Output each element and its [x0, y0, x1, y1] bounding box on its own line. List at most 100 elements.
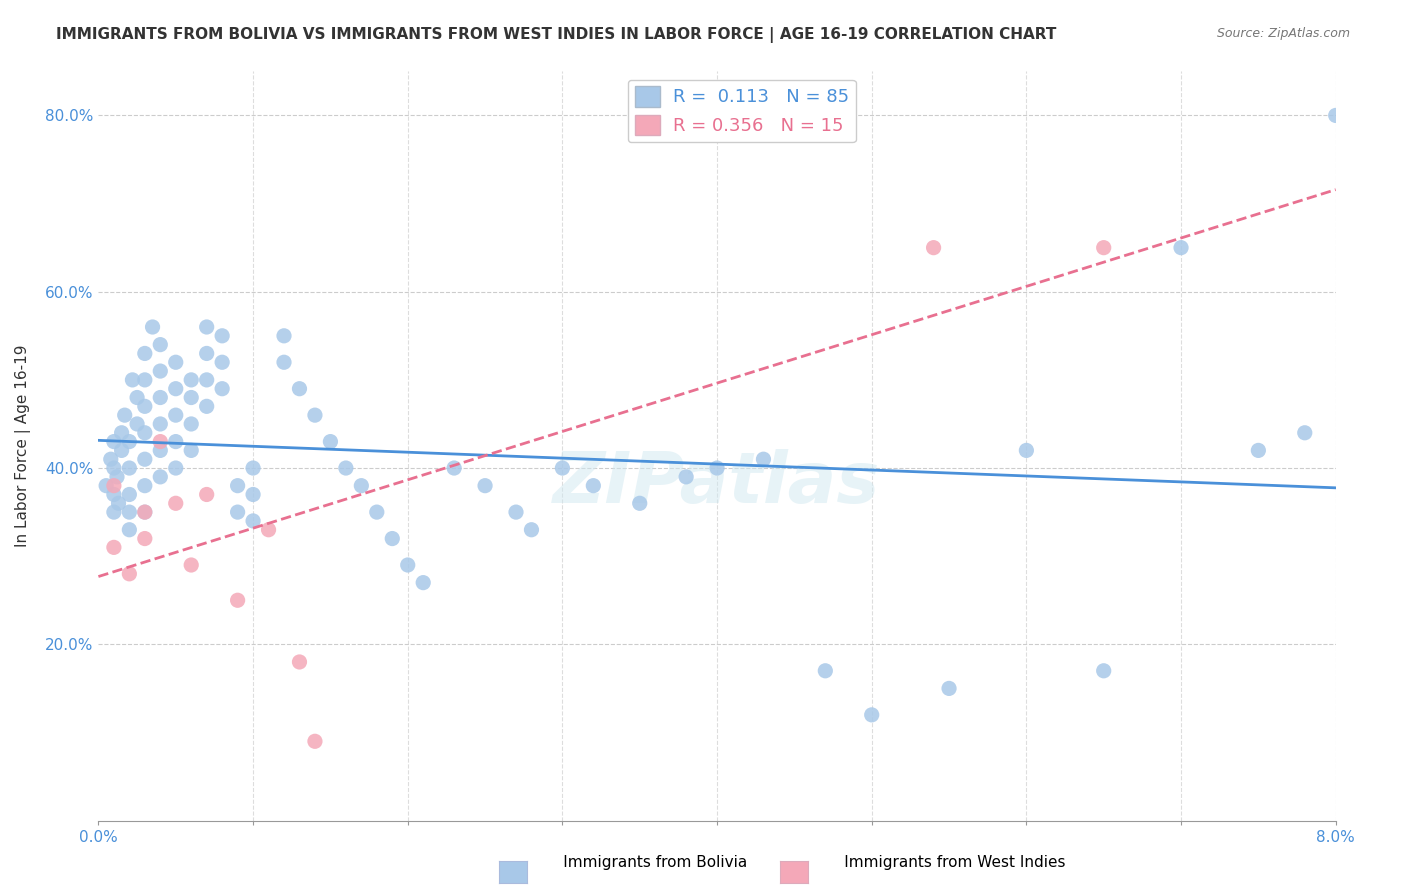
Point [103, 478, 125, 492]
Point [180, 417, 202, 431]
Point [366, 505, 388, 519]
Point [134, 373, 156, 387]
Point [582, 478, 605, 492]
Point [103, 434, 125, 449]
Point [304, 408, 326, 422]
Point [121, 373, 143, 387]
Point [938, 681, 960, 696]
Point [103, 505, 125, 519]
Point [226, 505, 249, 519]
Point [860, 707, 883, 722]
Point [127, 417, 149, 431]
Point [396, 558, 419, 572]
Point [107, 496, 129, 510]
Point [628, 496, 651, 510]
Point [134, 505, 156, 519]
Legend: R =  0.113   N = 85, R = 0.356   N = 15: R = 0.113 N = 85, R = 0.356 N = 15 [628, 79, 856, 142]
Point [211, 328, 233, 343]
Point [134, 505, 156, 519]
Point [127, 391, 149, 405]
Point [134, 478, 156, 492]
Point [105, 470, 128, 484]
Point [1324, 108, 1347, 122]
Point [149, 443, 172, 458]
Point [149, 470, 172, 484]
Point [319, 434, 342, 449]
Point [242, 461, 264, 475]
Point [242, 514, 264, 528]
Point [118, 566, 141, 581]
Text: Source: ZipAtlas.com: Source: ZipAtlas.com [1216, 27, 1350, 40]
Point [288, 382, 311, 396]
Point [1092, 664, 1115, 678]
Y-axis label: In Labor Force | Age 16-19: In Labor Force | Age 16-19 [15, 344, 31, 548]
Point [520, 523, 543, 537]
Point [134, 400, 156, 414]
Point [149, 434, 172, 449]
Point [180, 391, 202, 405]
Point [118, 505, 141, 519]
Point [165, 434, 187, 449]
Point [165, 496, 187, 510]
Point [350, 478, 373, 492]
Point [195, 346, 218, 360]
Point [165, 408, 187, 422]
Point [149, 391, 172, 405]
Point [103, 541, 125, 555]
Point [180, 558, 202, 572]
Point [814, 664, 837, 678]
Text: ZIPatlas: ZIPatlas [554, 449, 880, 518]
Point [118, 461, 141, 475]
Point [273, 355, 295, 369]
Point [1247, 443, 1270, 458]
Point [1170, 241, 1192, 255]
Point [165, 355, 187, 369]
Point [675, 470, 697, 484]
Point [412, 575, 434, 590]
Point [118, 434, 141, 449]
Point [226, 593, 249, 607]
Point [195, 373, 218, 387]
Point [288, 655, 311, 669]
Point [211, 382, 233, 396]
Point [706, 461, 728, 475]
Point [226, 478, 249, 492]
Point [752, 452, 775, 467]
Point [103, 461, 125, 475]
Text: IMMIGRANTS FROM BOLIVIA VS IMMIGRANTS FROM WEST INDIES IN LABOR FORCE | AGE 16-1: IMMIGRANTS FROM BOLIVIA VS IMMIGRANTS FR… [56, 27, 1057, 43]
Point [551, 461, 574, 475]
Point [141, 320, 165, 334]
Point [114, 408, 136, 422]
Point [505, 505, 527, 519]
Point [1092, 241, 1115, 255]
Point [134, 346, 156, 360]
Point [1015, 443, 1038, 458]
Point [381, 532, 404, 546]
Point [134, 425, 156, 440]
Text: Immigrants from West Indies: Immigrants from West Indies [815, 855, 1066, 870]
Point [335, 461, 357, 475]
Point [304, 734, 326, 748]
Point [165, 461, 187, 475]
Point [149, 364, 172, 378]
Point [149, 337, 172, 351]
Point [100, 452, 122, 467]
Point [111, 443, 132, 458]
Point [443, 461, 465, 475]
Point [118, 523, 141, 537]
Point [211, 355, 233, 369]
Point [111, 425, 132, 440]
Point [180, 443, 202, 458]
Point [257, 523, 280, 537]
Point [195, 400, 218, 414]
Point [1294, 425, 1316, 440]
Point [180, 373, 202, 387]
Point [195, 487, 218, 501]
Point [103, 487, 125, 501]
Point [474, 478, 496, 492]
Point [149, 417, 172, 431]
Text: Immigrants from Bolivia: Immigrants from Bolivia [534, 855, 748, 870]
Point [273, 328, 295, 343]
Point [134, 532, 156, 546]
Point [242, 487, 264, 501]
